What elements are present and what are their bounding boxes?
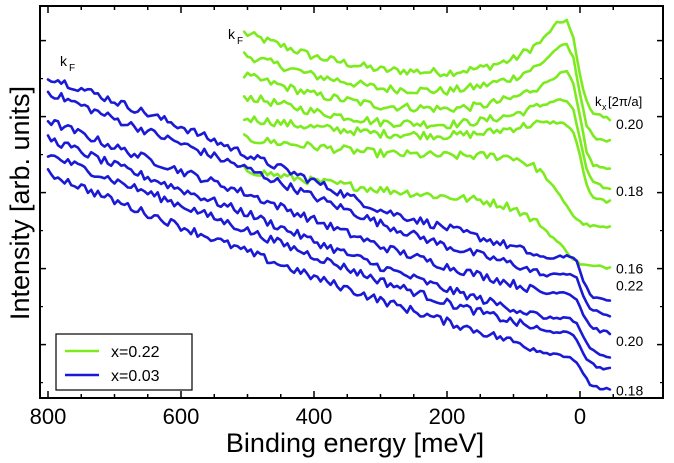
kx-value-label: 0.22 bbox=[616, 278, 643, 294]
kF-green-letter: k bbox=[228, 26, 236, 42]
x-axis-label: Binding energy [meV] bbox=[226, 428, 484, 458]
y-axis-label: Intensity [arb. units] bbox=[5, 86, 35, 320]
kF-green-subscript: F bbox=[237, 36, 243, 47]
plot-frame bbox=[39, 5, 664, 399]
spectrum-line-x022-5 bbox=[242, 133, 612, 229]
kF-annotation-blue: k F bbox=[60, 53, 75, 74]
kx-header-letter: k bbox=[595, 94, 602, 109]
x-tick-label: 0 bbox=[574, 404, 586, 429]
x-tick-label: 600 bbox=[163, 404, 200, 429]
legend-label-x003: x=0.03 bbox=[111, 368, 160, 385]
kx-value-label: 0.18 bbox=[616, 383, 643, 399]
spectrum-line-x003-9 bbox=[46, 119, 612, 336]
spectrum-line-x003-11 bbox=[46, 154, 612, 371]
legend-box bbox=[55, 333, 193, 391]
series-layer bbox=[46, 18, 612, 391]
spectrum-line-x022-2 bbox=[242, 69, 612, 171]
spectrum-line-x003-7 bbox=[46, 78, 612, 302]
y-axis-ticks bbox=[40, 39, 663, 384]
spectrum-line-x003-10 bbox=[46, 134, 612, 359]
kx-value-label: 0.16 bbox=[616, 261, 643, 277]
kx-header-unit: [2π/a] bbox=[608, 94, 642, 109]
x-tick-label: 400 bbox=[296, 404, 333, 429]
kx-value-labels: 0.20 0.18 0.160.22 0.20 0.18 bbox=[616, 116, 643, 399]
spectrum-line-x022-3 bbox=[242, 94, 612, 191]
kF-blue-subscript: F bbox=[69, 63, 75, 74]
kx-value-label: 0.18 bbox=[616, 183, 643, 199]
kx-value-label: 0.20 bbox=[616, 333, 643, 349]
spectrum-line-x003-12 bbox=[46, 168, 612, 391]
spectrum-line-x022-0 bbox=[242, 18, 612, 122]
kF-blue-letter: k bbox=[60, 53, 68, 69]
legend-label-x022: x=0.22 bbox=[111, 344, 160, 361]
x-axis-ticks: 800 600 400 200 0 bbox=[30, 6, 614, 429]
kx-header-subscript: x bbox=[602, 102, 607, 112]
x-tick-label: 200 bbox=[429, 404, 466, 429]
kx-value-label: 0.20 bbox=[616, 116, 643, 132]
x-tick-label: 800 bbox=[30, 404, 67, 429]
kx-header: k x [2π/a] bbox=[595, 94, 642, 112]
spectrum-line-x022-6 bbox=[242, 165, 612, 270]
spectrum-line-x003-8 bbox=[46, 90, 612, 318]
spectrum-line-x022-4 bbox=[242, 115, 612, 204]
kF-annotation-green: k F bbox=[228, 26, 243, 47]
spectrum-line-x022-1 bbox=[242, 42, 612, 143]
legend: x=0.22 x=0.03 bbox=[55, 333, 193, 391]
